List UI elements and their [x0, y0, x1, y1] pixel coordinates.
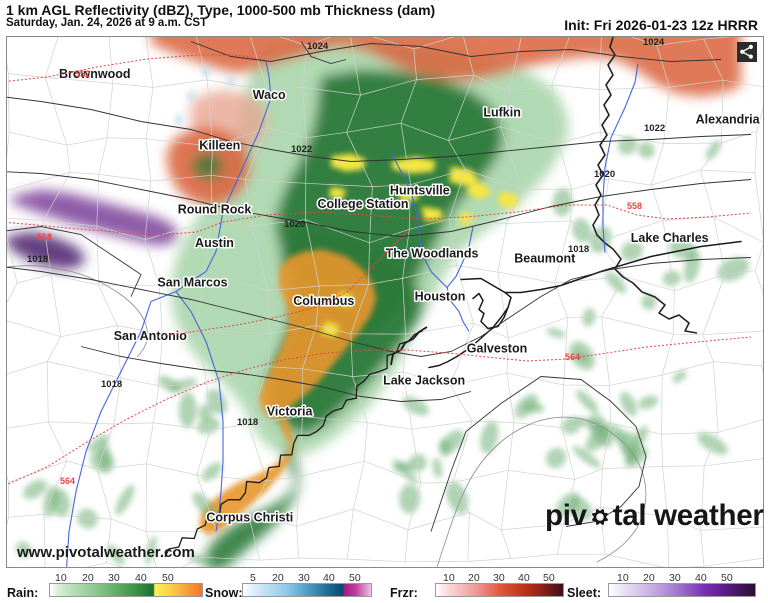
svg-text:www.pivotalweather.com: www.pivotalweather.com — [16, 544, 195, 561]
svg-text:558: 558 — [627, 201, 642, 211]
svg-text:552: 552 — [75, 69, 90, 79]
svg-text:Columbus: Columbus — [293, 293, 354, 307]
svg-text:Waco: Waco — [253, 87, 286, 101]
svg-text:Lake Charles: Lake Charles — [631, 230, 709, 244]
svg-text:Victoria: Victoria — [267, 404, 314, 418]
svg-text:1018: 1018 — [27, 254, 48, 265]
svg-text:558: 558 — [37, 232, 52, 242]
svg-text:1020: 1020 — [284, 219, 305, 230]
svg-text:Lake Jackson: Lake Jackson — [383, 373, 465, 387]
svg-text:Corpus Christi: Corpus Christi — [206, 510, 293, 524]
svg-text:1018: 1018 — [101, 379, 122, 390]
svg-text:1018: 1018 — [237, 417, 258, 428]
svg-text:College Station: College Station — [318, 197, 409, 211]
svg-text:Killeen: Killeen — [199, 138, 240, 152]
svg-text:Lufkin: Lufkin — [483, 105, 521, 119]
svg-text:Brownwood: Brownwood — [59, 67, 131, 81]
svg-text:1020: 1020 — [594, 169, 615, 180]
svg-text:564: 564 — [565, 352, 580, 362]
svg-text:1022: 1022 — [291, 144, 312, 155]
svg-text:Houston: Houston — [415, 289, 466, 303]
svg-text:Alexandria: Alexandria — [696, 112, 761, 126]
svg-text:Austin: Austin — [195, 236, 234, 250]
svg-text:San Antonio: San Antonio — [114, 329, 188, 343]
svg-text:564: 564 — [60, 476, 75, 486]
svg-text:Round Rock: Round Rock — [178, 202, 252, 216]
svg-text:1022: 1022 — [644, 123, 665, 134]
svg-text:1024: 1024 — [307, 41, 329, 52]
svg-text:Galveston: Galveston — [467, 341, 527, 355]
svg-text:The Woodlands: The Woodlands — [386, 246, 479, 260]
svg-text:Huntsville: Huntsville — [390, 183, 450, 197]
svg-text:1024: 1024 — [643, 37, 665, 48]
svg-text:Beaumont: Beaumont — [514, 251, 576, 265]
svg-text:San Marcos: San Marcos — [157, 275, 227, 289]
